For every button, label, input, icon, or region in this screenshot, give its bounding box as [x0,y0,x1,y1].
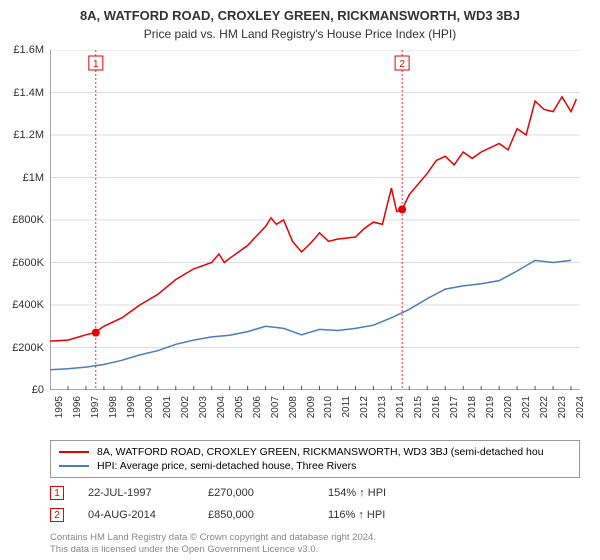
x-tick-label: 2002 [180,396,191,418]
sale-detail-row: 2 04-AUG-2014£850,000116% ↑ HPI [50,508,580,522]
sale-pct: 116% ↑ HPI [328,509,448,521]
y-tick-label: £600K [12,257,44,269]
svg-text:2: 2 [399,59,405,70]
footer-line-1: Contains HM Land Registry data © Crown c… [50,532,376,543]
y-tick-label: £800K [12,214,44,226]
legend-label-property: 8A, WATFORD ROAD, CROXLEY GREEN, RICKMAN… [97,446,544,458]
x-tick-label: 2020 [503,396,514,418]
x-tick-label: 2010 [323,396,334,418]
x-tick-label: 2019 [485,396,496,418]
legend-box: 8A, WATFORD ROAD, CROXLEY GREEN, RICKMAN… [50,440,580,478]
x-tick-label: 2008 [288,396,299,418]
x-tick-label: 1999 [126,396,137,418]
x-tick-label: 2012 [359,396,370,418]
legend-label-hpi: HPI: Average price, semi-detached house,… [97,460,356,472]
sale-pct: 154% ↑ HPI [328,487,448,499]
x-tick-label: 2003 [198,396,209,418]
y-tick-label: £400K [12,299,44,311]
x-tick-label: 2017 [449,396,460,418]
legend-swatch-hpi [59,465,89,467]
x-tick-label: 2011 [341,396,352,418]
x-tick-label: 2014 [395,396,406,418]
x-tick-label: 2022 [539,396,550,418]
y-tick-label: £1.4M [13,87,44,99]
footer-attribution: Contains HM Land Registry data © Crown c… [50,532,580,557]
x-tick-label: 2007 [270,396,281,418]
sale-date: 04-AUG-2014 [88,509,208,521]
sale-price: £270,000 [208,487,328,499]
x-tick-label: 1996 [72,396,83,418]
x-tick-label: 2009 [306,396,317,418]
chart-plot-area: 12 [50,50,580,390]
x-tick-label: 2001 [162,396,173,418]
sale-badge: 2 [50,508,64,522]
sale-detail-row: 1 22-JUL-1997£270,000154% ↑ HPI [50,486,580,500]
footer-line-2: This data is licensed under the Open Gov… [50,544,318,555]
legend-swatch-property [59,451,89,453]
sale-date: 22-JUL-1997 [88,487,208,499]
y-tick-label: £200K [12,342,44,354]
x-tick-label: 2021 [521,396,532,418]
x-tick-label: 2004 [216,396,227,418]
x-axis-labels: 1995 1996 1997 1998 1999 2000 2001 2002 2003 2004… [50,390,580,440]
y-tick-label: £1M [23,172,44,184]
x-tick-label: 2000 [144,396,155,418]
chart-container: 8A, WATFORD ROAD, CROXLEY GREEN, RICKMAN… [0,0,600,560]
sale-badge: 1 [50,486,64,500]
x-tick-label: 2018 [467,396,478,418]
sale-price: £850,000 [208,509,328,521]
x-tick-label: 2013 [377,396,388,418]
x-tick-label: 2016 [431,396,442,418]
x-tick-label: 1995 [54,396,65,418]
x-tick-label: 2024 [575,396,586,418]
x-tick-label: 2006 [252,396,263,418]
chart-title: 8A, WATFORD ROAD, CROXLEY GREEN, RICKMAN… [0,0,600,23]
y-tick-label: £0 [32,384,44,396]
chart-subtitle: Price paid vs. HM Land Registry's House … [0,23,600,41]
y-tick-label: £1.2M [13,129,44,141]
x-tick-label: 1998 [108,396,119,418]
chart-svg: 12 [50,50,580,390]
x-tick-label: 2015 [413,396,424,418]
x-tick-label: 1997 [90,396,101,418]
legend-row-property: 8A, WATFORD ROAD, CROXLEY GREEN, RICKMAN… [59,445,571,459]
y-tick-label: £1.6M [13,44,44,56]
x-tick-label: 2023 [557,396,568,418]
svg-text:1: 1 [93,59,99,70]
x-tick-label: 2005 [234,396,245,418]
legend-row-hpi: HPI: Average price, semi-detached house,… [59,459,571,473]
y-axis-labels: £0£200K£400K£600K£800K£1M£1.2M£1.4M£1.6M [0,50,48,390]
